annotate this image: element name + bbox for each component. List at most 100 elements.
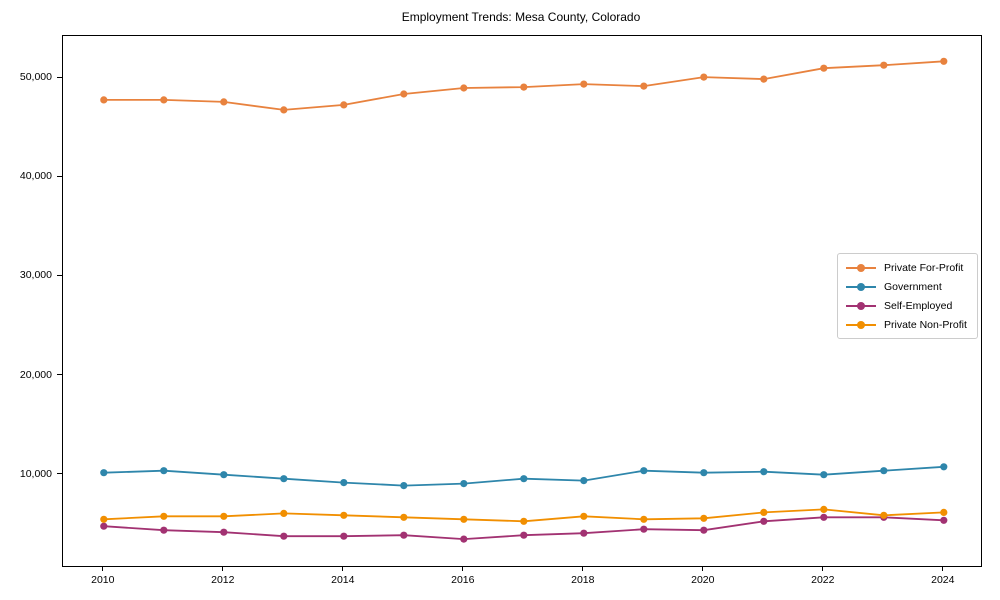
data-point-self-employed (520, 531, 528, 539)
data-point-private-for-profit (340, 101, 348, 109)
legend-label: Private Non-Profit (884, 318, 967, 331)
data-point-self-employed (400, 531, 408, 539)
x-tick-mark (582, 566, 584, 571)
legend-line-marker-icon (846, 283, 876, 292)
data-point-private-non-profit (820, 505, 828, 513)
x-tick-mark (342, 566, 344, 571)
legend-entry-private-for-profit: Private For-Profit (846, 259, 969, 278)
data-point-self-employed (100, 522, 108, 530)
legend-line-marker-icon (846, 320, 876, 329)
data-point-government (520, 475, 528, 483)
data-point-government (820, 471, 828, 479)
chart-title: Employment Trends: Mesa County, Colorado (401, 10, 641, 24)
x-tick-mark (822, 566, 824, 571)
data-point-government (160, 467, 168, 475)
data-point-private-non-profit (100, 515, 108, 523)
legend-entry-self-employed: Self-Employed (846, 297, 969, 316)
data-point-private-non-profit (640, 515, 648, 523)
data-point-government (880, 467, 888, 475)
data-point-private-non-profit (220, 512, 228, 520)
data-point-private-for-profit (760, 75, 768, 83)
y-tick-mark (57, 274, 62, 276)
legend-label: Private For-Profit (884, 262, 964, 275)
data-point-self-employed (760, 517, 768, 525)
y-tick-label: 20,000 (19, 368, 52, 381)
data-point-government (280, 475, 288, 483)
data-point-private-for-profit (100, 96, 108, 104)
data-point-self-employed (160, 526, 168, 534)
legend-line-marker-icon (846, 301, 876, 310)
legend-label: Self-Employed (884, 299, 953, 312)
y-tick-mark (57, 374, 62, 376)
data-point-private-for-profit (400, 90, 408, 98)
data-point-private-for-profit (520, 83, 528, 91)
data-point-government (760, 468, 768, 476)
data-point-private-non-profit (160, 512, 168, 520)
x-tick-mark (942, 566, 944, 571)
data-point-self-employed (340, 532, 348, 540)
x-tick-mark (222, 566, 224, 571)
x-tick-mark (102, 566, 104, 571)
data-point-private-for-profit (940, 57, 948, 65)
legend-entry-government: Government (846, 278, 969, 297)
x-tick-label: 2018 (571, 574, 595, 586)
x-tick-label: 2024 (931, 574, 955, 586)
plot-area (62, 35, 982, 567)
x-tick-label: 2022 (811, 574, 835, 586)
y-tick-label: 10,000 (19, 467, 52, 480)
data-point-government (460, 480, 468, 488)
x-tick-label: 2016 (451, 574, 475, 586)
data-point-self-employed (460, 535, 468, 543)
x-tick-mark (462, 566, 464, 571)
y-tick-mark (57, 473, 62, 475)
data-point-private-non-profit (400, 513, 408, 521)
data-point-private-non-profit (520, 517, 528, 525)
x-tick-label: 2020 (691, 574, 715, 586)
x-tick-label: 2010 (91, 574, 115, 586)
legend-entry-private-non-profit: Private Non-Profit (846, 315, 969, 334)
data-point-government (400, 482, 408, 490)
data-point-private-for-profit (580, 80, 588, 88)
data-point-self-employed (820, 513, 828, 521)
data-point-government (340, 479, 348, 487)
data-point-government (580, 477, 588, 485)
data-point-self-employed (580, 529, 588, 537)
data-point-private-non-profit (460, 515, 468, 523)
data-point-self-employed (640, 525, 648, 533)
data-point-government (100, 469, 108, 477)
y-tick-label: 40,000 (19, 170, 52, 183)
data-point-private-for-profit (820, 64, 828, 72)
y-tick-mark (57, 76, 62, 78)
data-point-private-non-profit (940, 508, 948, 516)
data-point-private-non-profit (340, 511, 348, 519)
data-point-private-for-profit (640, 82, 648, 90)
legend: Private For-Profit Government Self-Employe… (837, 253, 978, 339)
data-point-self-employed (280, 532, 288, 540)
y-tick-label: 30,000 (19, 269, 52, 282)
data-point-private-for-profit (460, 84, 468, 92)
data-point-private-non-profit (700, 514, 708, 522)
y-tick-label: 50,000 (19, 71, 52, 84)
data-point-private-non-profit (280, 509, 288, 517)
data-point-government (640, 467, 648, 475)
data-point-private-for-profit (880, 61, 888, 69)
data-point-private-non-profit (880, 511, 888, 519)
data-point-private-for-profit (160, 96, 168, 104)
data-point-self-employed (220, 528, 228, 536)
data-point-government (940, 463, 948, 471)
x-tick-label: 2012 (211, 574, 235, 586)
x-tick-label: 2014 (331, 574, 355, 586)
x-tick-mark (702, 566, 704, 571)
data-point-private-for-profit (220, 98, 228, 106)
data-point-private-for-profit (280, 106, 288, 114)
data-point-private-non-profit (760, 508, 768, 516)
data-point-private-for-profit (700, 73, 708, 81)
data-point-government (220, 471, 228, 479)
data-point-self-employed (940, 516, 948, 524)
plot-canvas (100, 57, 948, 543)
legend-line-marker-icon (846, 264, 876, 273)
data-point-self-employed (700, 526, 708, 534)
legend-label: Government (884, 281, 942, 294)
y-tick-mark (57, 175, 62, 177)
